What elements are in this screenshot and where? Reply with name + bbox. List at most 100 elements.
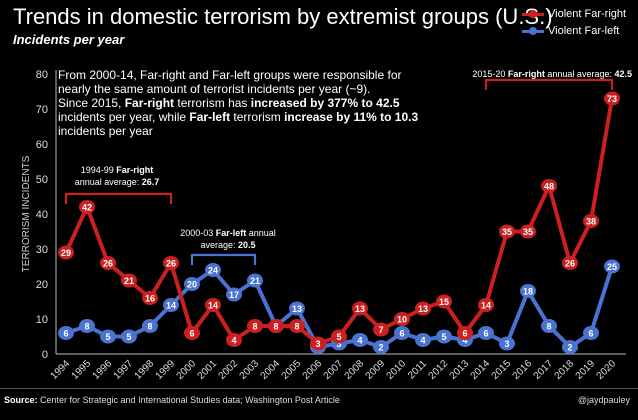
data-label-far-right: 3 (315, 339, 320, 349)
bracket-far-right-20-26 (484, 78, 614, 90)
data-point-far-right (499, 224, 515, 239)
data-point-far-left (142, 319, 158, 333)
bracket-far-left-6-9 (190, 253, 257, 265)
bracket2-line2: average: (200, 240, 238, 250)
data-point-far-right (121, 273, 137, 288)
data-point-far-right (394, 312, 410, 326)
data-label-far-right: 15 (439, 297, 449, 307)
x-tick-label: 2018 (553, 358, 577, 382)
data-point-far-right (457, 326, 473, 340)
data-point-far-left (415, 333, 431, 347)
data-point-far-right (352, 301, 368, 316)
data-label-far-right: 4 (231, 336, 236, 346)
data-label-far-right: 26 (565, 259, 575, 269)
data-point-far-right (142, 291, 158, 305)
x-tick-label: 2008 (343, 358, 367, 382)
y-tick-label: 20 (36, 279, 48, 291)
data-point-far-left (562, 340, 578, 354)
y-tick-label: 10 (36, 314, 48, 326)
data-point-far-right (163, 256, 179, 270)
data-label-far-right: 38 (586, 217, 596, 227)
data-point-far-right (583, 214, 599, 228)
bracket1-bold: Far-right (116, 165, 154, 175)
x-tick-label: 2020 (595, 358, 619, 382)
author-handle: @jaydpauley (577, 395, 630, 405)
x-tick-label: 1999 (154, 358, 178, 382)
legend-label-far-right: Violent Far-right (548, 8, 627, 20)
x-tick-label: 2005 (280, 358, 304, 382)
y-tick-label: 40 (36, 209, 48, 221)
summary-note: From 2000-14, Far-right and Far-left gro… (58, 68, 418, 138)
data-label-far-right: 42 (82, 203, 92, 213)
bracket-label-far-right-1994-99: 1994-99 Far-right annual average: 26.7 (62, 164, 172, 188)
note-line-5: incidents per year (58, 124, 153, 138)
data-point-far-left (541, 319, 557, 333)
legend-swatch-far-left (522, 26, 544, 36)
x-tick-label: 1994 (49, 358, 73, 382)
data-point-far-right (58, 245, 74, 260)
x-tick-label: 2010 (385, 358, 409, 382)
data-label-far-right: 35 (502, 227, 512, 237)
data-label-far-left: 6 (63, 329, 68, 339)
y-tick-label: 80 (36, 69, 48, 81)
bracket-label-far-left-2000-03: 2000-03 Far-left annual average: 20.5 (178, 227, 278, 251)
data-label-far-left: 3 (504, 339, 509, 349)
legend-label-far-left: Violent Far-left (548, 25, 620, 37)
bracket2-post: annual (246, 228, 276, 238)
data-label-far-left: 5 (105, 332, 110, 342)
x-tick-label: 2004 (259, 358, 283, 382)
x-tick-label: 2011 (406, 358, 429, 381)
data-label-far-right: 10 (397, 315, 407, 325)
bracket-far-right-0-5 (64, 192, 173, 204)
data-label-far-left: 14 (166, 301, 176, 311)
data-label-far-right: 16 (145, 294, 155, 304)
data-point-far-right (415, 301, 431, 316)
note-line-3: Since 2015, Far-right terrorism has incr… (58, 96, 418, 110)
y-tick-label: 30 (36, 244, 48, 256)
x-tick-label: 2016 (511, 358, 535, 382)
data-label-far-right: 8 (252, 322, 257, 332)
data-label-far-right: 14 (481, 301, 491, 311)
data-label-far-left: 20 (187, 280, 197, 290)
y-tick-label: 50 (36, 174, 48, 186)
data-point-far-right (562, 256, 578, 270)
data-point-far-left (100, 329, 116, 344)
data-point-far-right (373, 322, 389, 337)
bracket1-pre: 1994-99 (80, 165, 117, 175)
data-label-far-right: 26 (166, 259, 176, 269)
data-point-far-left (184, 277, 200, 291)
data-label-far-left: 4 (420, 336, 425, 346)
data-label-far-left: 2 (378, 343, 383, 353)
data-label-far-left: 8 (84, 322, 89, 332)
note-line-4-d: increase by 11% to 10.3 (284, 110, 419, 124)
source-text: Source: Center for Strategic and Interna… (4, 395, 340, 405)
data-point-far-left (583, 326, 599, 340)
data-label-far-right: 29 (61, 248, 71, 258)
legend-item-far-right: Violent Far-right (522, 6, 626, 22)
data-point-far-left (247, 273, 263, 288)
x-tick-label: 2012 (427, 358, 451, 382)
bracket3-value: 42.5 (614, 69, 632, 79)
data-label-far-right: 73 (607, 94, 617, 104)
x-tick-label: 2017 (532, 358, 556, 382)
data-label-far-left: 13 (292, 304, 302, 314)
x-tick-label: 2014 (469, 358, 493, 382)
data-label-far-left: 25 (607, 262, 617, 272)
data-label-far-left: 4 (357, 336, 362, 346)
legend: Violent Far-right Violent Far-left (522, 6, 626, 40)
y-tick-label: 70 (36, 104, 48, 116)
x-tick-label: 1996 (91, 358, 115, 382)
bracket3-bold: Far-right (507, 69, 545, 79)
note-line-3-a: Since 2015, (58, 96, 125, 110)
data-label-far-left: 18 (523, 287, 533, 297)
x-tick-label: 2000 (175, 358, 199, 382)
data-point-far-right (478, 298, 494, 312)
x-tick-label: 2007 (322, 358, 346, 382)
data-point-far-right (100, 256, 116, 270)
source-label: Source: (4, 395, 38, 405)
data-point-far-left (478, 326, 494, 340)
note-line-3-d: increased by 377% to 42.5 (250, 96, 400, 110)
footer-divider (0, 388, 638, 389)
x-tick-label: 2002 (217, 358, 241, 382)
